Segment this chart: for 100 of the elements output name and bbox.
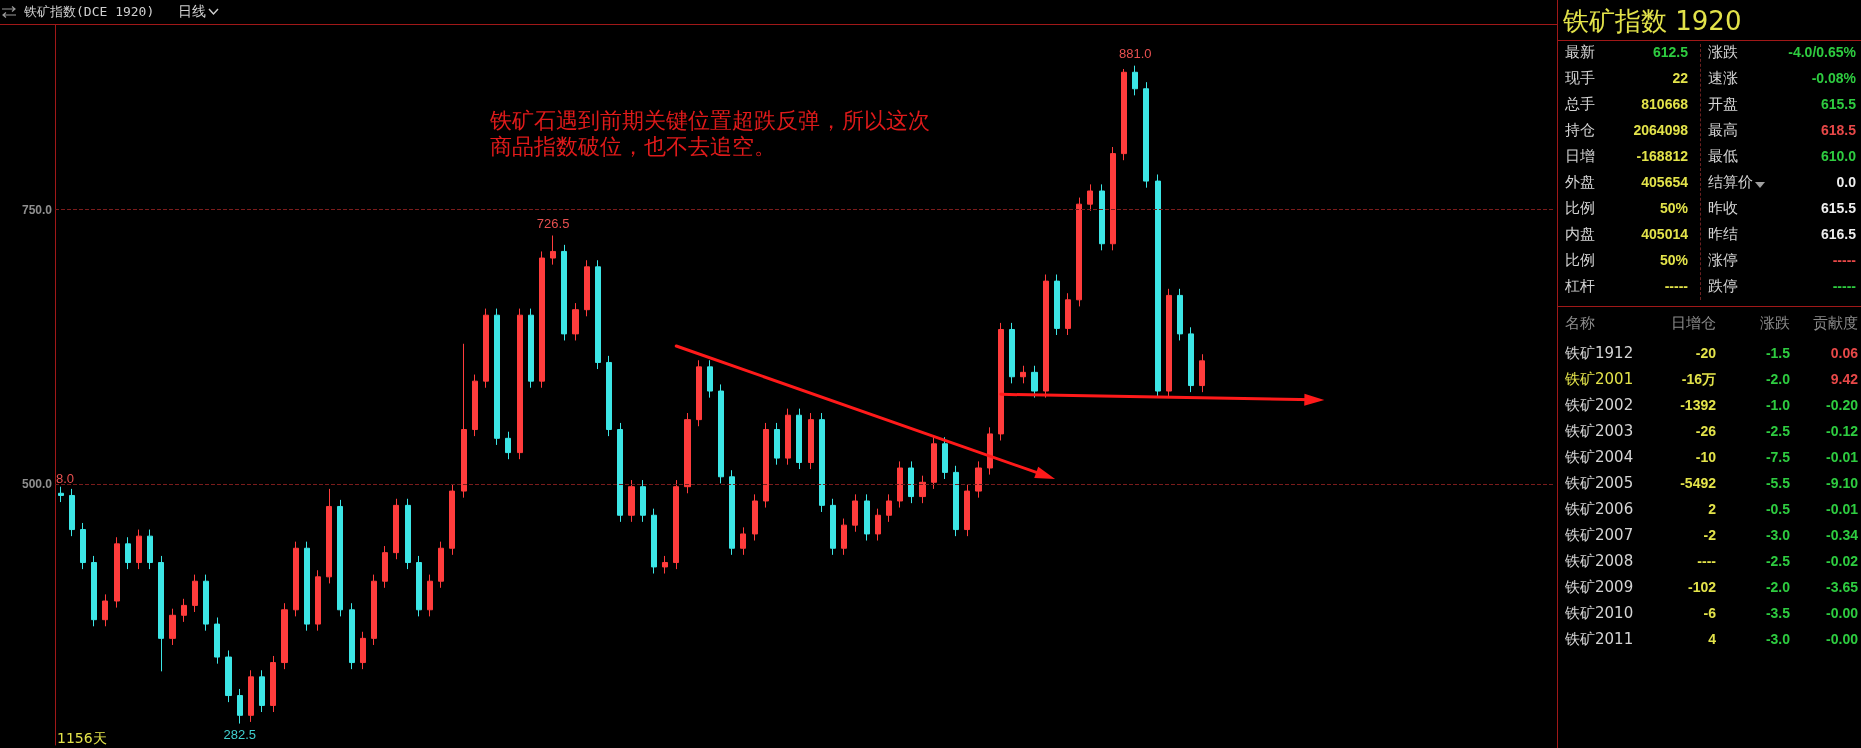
- candlestick: [192, 574, 198, 613]
- candlestick: [752, 493, 758, 542]
- candlestick: [584, 259, 590, 317]
- text: -5492: [1680, 475, 1716, 491]
- text: -2.5: [1765, 423, 1790, 439]
- candlestick: [1043, 274, 1049, 399]
- text: 速涨: [1708, 69, 1738, 87]
- candlestick: [505, 431, 511, 460]
- text: -0.5: [1765, 501, 1790, 517]
- candlestick: [1188, 326, 1194, 393]
- text: 铁矿1912: [1565, 344, 1634, 362]
- text: -20: [1695, 345, 1716, 361]
- annotation: 726.5: [536, 215, 570, 231]
- candlestick: [942, 436, 948, 480]
- chart-subtitle: 日线: [178, 3, 206, 19]
- candlestick: [830, 498, 836, 556]
- text: -2: [1703, 527, 1716, 543]
- annotation: 铁矿石遇到前期关键位置超跌反弹，所以这次商品指数破位，也不去追空。: [489, 107, 930, 159]
- candlestick: [696, 359, 702, 427]
- text: -3.5: [1765, 605, 1790, 621]
- text: 开盘: [1708, 95, 1738, 113]
- text: 810668: [1641, 96, 1688, 112]
- candlestick: [763, 422, 769, 509]
- candlestick: [91, 555, 97, 627]
- text: -3.65: [1826, 579, 1858, 595]
- candlestick: [528, 308, 534, 389]
- y-tick-label: 500.0: [21, 477, 53, 492]
- text: 2064098: [1633, 122, 1688, 138]
- candlestick: [1099, 183, 1105, 251]
- text: 名称: [1565, 314, 1595, 332]
- text: -2.0: [1765, 371, 1790, 387]
- text: -7.5: [1765, 449, 1790, 465]
- candlestick: [1177, 288, 1183, 341]
- candlestick: [405, 498, 411, 570]
- candlestick: [169, 608, 176, 646]
- candlestick: [136, 529, 142, 570]
- candlestick: [617, 422, 623, 523]
- candlestick: [595, 259, 601, 370]
- text: 外盘: [1565, 173, 1595, 191]
- text: 50%: [1659, 200, 1688, 216]
- text: -0.34: [1826, 527, 1858, 543]
- text: 比例: [1565, 251, 1595, 269]
- text: -2.0: [1765, 579, 1790, 595]
- candlestick: [203, 574, 209, 632]
- candlestick: [214, 616, 220, 665]
- text: 615.5: [1820, 96, 1856, 112]
- candlestick: [472, 374, 478, 437]
- text: 618.5: [1820, 122, 1856, 138]
- candlestick: [259, 669, 265, 713]
- text: 比例: [1565, 199, 1595, 217]
- candlestick: [897, 460, 903, 509]
- candlestick: [729, 469, 735, 556]
- candlestick: [382, 545, 388, 589]
- candlestick: [841, 518, 847, 556]
- candlestick: [550, 235, 556, 266]
- text: 铁矿指数 1920: [1563, 6, 1742, 36]
- text: -102: [1687, 579, 1716, 595]
- text: 铁矿2001: [1565, 370, 1634, 388]
- text: 昨结: [1708, 225, 1738, 243]
- candlestick: [181, 598, 187, 623]
- text: -26: [1695, 423, 1716, 439]
- text: 结算价: [1708, 173, 1753, 191]
- candlestick: [494, 308, 500, 446]
- text: 铁矿2003: [1565, 422, 1634, 440]
- text: 最高: [1708, 121, 1738, 139]
- candlestick: [147, 529, 153, 570]
- text: 铁矿2007: [1565, 526, 1634, 544]
- annotation: 282.5: [223, 726, 256, 742]
- annotation: 881.0: [1118, 45, 1152, 61]
- candlestick: [1087, 183, 1093, 212]
- candlestick: [1166, 288, 1172, 399]
- candlestick: [886, 493, 892, 523]
- text: -----: [1832, 278, 1856, 294]
- text: 9.42: [1830, 371, 1858, 387]
- text: 最新: [1565, 43, 1595, 61]
- annotation: 8.0: [56, 470, 75, 486]
- text: -4.0/0.65%: [1788, 44, 1856, 60]
- text: ----: [1697, 553, 1716, 569]
- text: -5.5: [1765, 475, 1790, 491]
- text: 405014: [1641, 226, 1688, 242]
- candlestick: [1143, 81, 1149, 189]
- text: 615.5: [1820, 200, 1856, 216]
- text: 持仓: [1565, 121, 1595, 139]
- text: 22: [1672, 70, 1688, 86]
- candlestick: [393, 498, 399, 560]
- candlestick: [281, 602, 288, 670]
- text: 涨跌: [1708, 43, 1738, 61]
- text: -0.08%: [1811, 70, 1856, 86]
- candlestick: [684, 412, 691, 494]
- text: -6: [1703, 605, 1716, 621]
- candlestick: [80, 522, 86, 570]
- text: -0.01: [1826, 501, 1858, 517]
- text: -1.5: [1765, 345, 1790, 361]
- candlestick: [1009, 322, 1015, 384]
- text: -0.01: [1826, 449, 1858, 465]
- text: 铁矿2004: [1565, 448, 1634, 466]
- candlestick: [718, 383, 724, 484]
- text: 610.0: [1820, 148, 1856, 164]
- text: 跌停: [1708, 277, 1738, 295]
- text: 铁矿2008: [1565, 552, 1634, 570]
